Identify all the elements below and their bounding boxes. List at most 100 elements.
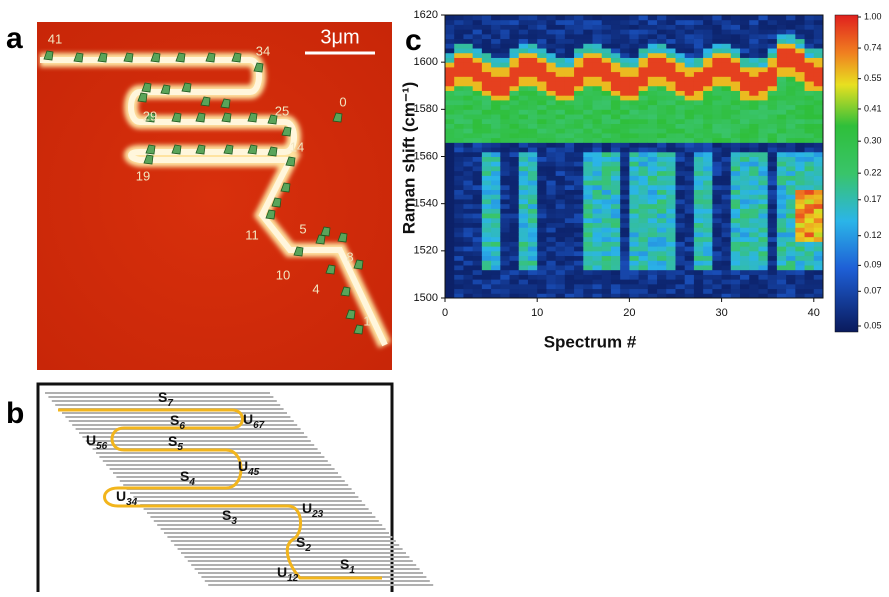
heatmap-cell	[555, 109, 566, 115]
heatmap-cell	[537, 269, 547, 275]
heatmap-cell	[509, 90, 520, 96]
heatmap-cell	[758, 90, 769, 96]
heatmap-cell	[813, 274, 824, 280]
heatmap-cell	[509, 95, 520, 101]
heatmap-cell	[472, 227, 483, 233]
heatmap-cell	[491, 137, 501, 143]
heatmap-cell	[776, 180, 787, 186]
heatmap-cell	[555, 137, 566, 143]
heatmap-cell	[684, 170, 695, 176]
heatmap-cell	[740, 62, 750, 68]
heatmap-cell	[491, 246, 501, 252]
heatmap-cell	[610, 33, 621, 40]
heatmap-cell	[767, 293, 778, 299]
heatmap-cell	[675, 114, 686, 120]
marker-label: 0	[339, 94, 346, 109]
heatmap-cell	[518, 208, 529, 214]
heatmap-cell	[721, 208, 732, 214]
heatmap-cell	[758, 269, 769, 275]
marker	[345, 309, 356, 320]
heatmap-cell	[463, 128, 474, 134]
heatmap-cell	[555, 227, 566, 233]
heatmap-cell	[804, 184, 815, 191]
heatmap-cell	[620, 203, 630, 209]
heatmap-cell	[703, 198, 713, 205]
heatmap-cell	[721, 128, 732, 134]
heatmap-cell	[730, 114, 741, 120]
heatmap-cell	[675, 137, 686, 143]
heatmap-cell	[767, 217, 778, 224]
heatmap-cell	[629, 62, 640, 68]
heatmap-cell	[740, 151, 750, 157]
segment-letter: U	[277, 564, 287, 580]
heatmap-cell	[509, 180, 520, 186]
heatmap-cell	[509, 250, 520, 257]
heatmap-cell	[684, 33, 695, 40]
heatmap-cell	[546, 85, 557, 91]
heatmap-cell	[767, 269, 778, 275]
heatmap-cell	[555, 264, 566, 271]
heatmap-cell	[527, 104, 538, 110]
segment-letter: U	[302, 500, 312, 516]
heatmap-cell	[712, 109, 723, 115]
heatmap-cell	[509, 29, 520, 35]
heatmap-cell	[472, 132, 483, 139]
heatmap-cell	[481, 76, 492, 82]
heatmap-cell	[454, 170, 464, 176]
heatmap-cell	[693, 222, 704, 228]
heatmap-cell	[657, 203, 667, 209]
heatmap-cell	[693, 151, 704, 157]
heatmap-cell	[657, 118, 667, 124]
heatmap-cell	[693, 260, 704, 266]
heatmap-cell	[583, 24, 594, 30]
heatmap-cell	[454, 62, 464, 68]
heatmap-cell	[481, 269, 492, 275]
heatmap-cell	[601, 264, 612, 271]
heatmap-cell	[527, 118, 538, 124]
heatmap-cell	[463, 222, 474, 228]
heatmap-cell	[758, 132, 769, 139]
heatmap-cell	[491, 222, 501, 228]
heatmap-cell	[481, 52, 492, 58]
heatmap-cell	[767, 43, 778, 49]
heatmap-cell	[647, 260, 658, 266]
heatmap-cell	[693, 246, 704, 252]
heatmap-cell	[509, 260, 520, 266]
heatmap-cell	[657, 52, 667, 58]
heatmap-cell	[500, 255, 511, 261]
heatmap-cell	[491, 128, 501, 134]
heatmap-cell	[684, 66, 695, 73]
heatmap-cell	[620, 48, 630, 54]
heatmap-cell	[795, 109, 806, 115]
heatmap-cell	[592, 241, 603, 247]
heatmap-cell	[666, 85, 676, 91]
heatmap-cell	[693, 38, 704, 44]
heatmap-cell	[647, 222, 658, 228]
heatmap-cell	[574, 85, 584, 91]
heatmap-cell	[583, 132, 594, 139]
heatmap-cell	[730, 15, 741, 21]
heatmap-cell	[666, 66, 676, 73]
heatmap-cell	[657, 71, 667, 77]
heatmap-cell	[666, 161, 676, 167]
heatmap-cell	[574, 170, 584, 176]
heatmap-cell	[592, 33, 603, 40]
heatmap-cell	[804, 48, 815, 54]
segment-index: 12	[287, 573, 299, 584]
heatmap-cell	[527, 76, 538, 82]
heatmap-cell	[693, 217, 704, 224]
heatmap-cell	[463, 62, 474, 68]
heatmap-cell	[564, 189, 575, 195]
heatmap-cell	[491, 38, 501, 44]
heatmap-cell	[601, 132, 612, 139]
heatmap-cell	[491, 85, 501, 91]
heatmap-cell	[509, 198, 520, 205]
heatmap-cell	[638, 203, 649, 209]
heatmap-cell	[564, 48, 575, 54]
heatmap-cell	[491, 118, 501, 124]
heatmap-cell	[740, 43, 750, 49]
marker	[253, 62, 264, 73]
heatmap-cell	[703, 222, 713, 228]
heatmap-cell	[776, 76, 787, 82]
